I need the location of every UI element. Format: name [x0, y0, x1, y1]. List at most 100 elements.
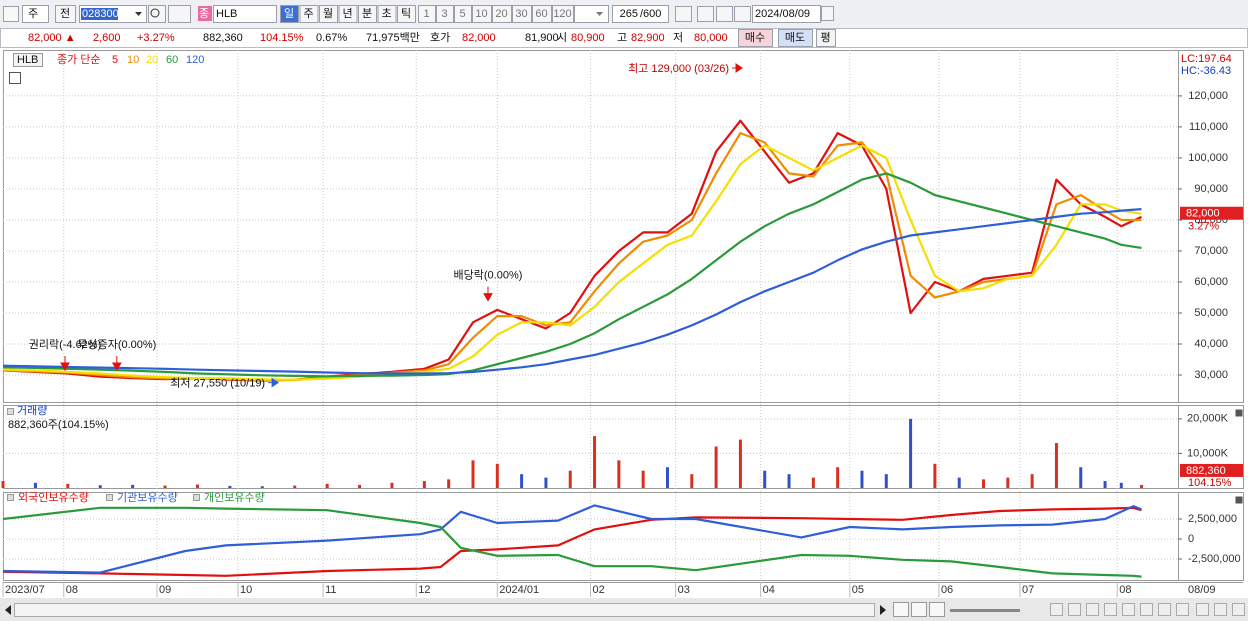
name-input[interactable] [213, 5, 277, 23]
interval-button[interactable] [472, 5, 492, 23]
tool-button[interactable] [1158, 603, 1171, 616]
prev-button[interactable] [55, 5, 76, 23]
legend-title: 종가 단순 [57, 53, 101, 66]
tool-icon[interactable] [716, 6, 733, 22]
interval-button[interactable] [512, 5, 532, 23]
legend-entry[interactable]: 20 [146, 54, 158, 66]
interval-label[interactable]: 60 [535, 8, 547, 20]
window-icon[interactable] [3, 6, 19, 22]
volume-bar [690, 474, 694, 488]
interval-button[interactable] [552, 5, 574, 23]
legend-entry[interactable]: 개인보유수량 [204, 491, 265, 504]
period-label[interactable]: 틱 [401, 7, 411, 20]
volume-bar [982, 479, 986, 488]
code-selection [81, 8, 118, 20]
volume-bar [390, 482, 394, 488]
volume-bar [98, 485, 102, 488]
period-label[interactable]: 일 [284, 6, 294, 20]
pane-close[interactable] [1235, 409, 1243, 417]
market: 주 [28, 8, 38, 20]
period-tab[interactable] [280, 5, 299, 23]
volume-bar [836, 467, 840, 488]
period-label[interactable]: 주 [303, 8, 313, 20]
zoom-track[interactable] [950, 609, 1020, 612]
tool-button[interactable] [1086, 603, 1099, 616]
interval-button[interactable] [436, 5, 454, 23]
volume-bar [884, 474, 888, 488]
legend-entry[interactable]: 120 [186, 54, 204, 66]
volume-bar [568, 470, 572, 488]
interval-label[interactable]: 1 [423, 8, 429, 20]
tool-button[interactable] [1140, 603, 1153, 616]
buy-button[interactable] [738, 29, 773, 47]
period-tab[interactable] [319, 5, 338, 23]
period-tab[interactable] [299, 5, 319, 23]
legend-entry[interactable]: 10 [127, 54, 139, 66]
period-label[interactable]: 년 [342, 7, 352, 20]
interval-label[interactable]: 5 [459, 8, 465, 20]
interval-select[interactable] [574, 5, 609, 23]
legend-entry[interactable]: 60 [166, 54, 178, 66]
legend-entry[interactable]: 5 [112, 54, 118, 66]
scroll-right[interactable] [880, 605, 886, 615]
sell-label[interactable]: 매도 [785, 31, 805, 44]
scroll-left[interactable] [5, 605, 11, 615]
tool-button[interactable] [1176, 603, 1189, 616]
volume-bar [860, 470, 864, 488]
tool-icon[interactable] [697, 6, 714, 22]
eval-button[interactable] [816, 29, 836, 47]
period-tab[interactable] [358, 5, 377, 23]
interval-label[interactable]: 10 [475, 8, 487, 20]
count-input[interactable] [612, 5, 669, 23]
tool-button[interactable] [1068, 603, 1081, 616]
tool-icon[interactable] [734, 6, 751, 22]
date-input[interactable] [752, 5, 821, 23]
sound-button[interactable] [168, 5, 191, 23]
eval-label[interactable]: 평 [820, 31, 830, 44]
prev[interactable]: 전 [60, 7, 70, 20]
y-tick-label: 0 [1188, 533, 1194, 545]
period-tab[interactable] [377, 5, 397, 23]
legend-entry[interactable]: 기관보유수량 [117, 491, 178, 504]
market-select[interactable] [22, 5, 49, 23]
interval-label[interactable]: 20 [495, 8, 507, 20]
scroll-track[interactable] [14, 603, 875, 617]
period-label[interactable]: 초 [381, 7, 391, 20]
tool-button[interactable] [1104, 603, 1117, 616]
interval-label[interactable]: 3 [441, 8, 447, 20]
period-label[interactable]: 월 [323, 7, 333, 20]
volume-bar [1, 481, 5, 488]
search-icon [150, 8, 160, 18]
period-tab[interactable] [397, 5, 416, 23]
interval-button[interactable] [454, 5, 472, 23]
interval-button[interactable] [492, 5, 512, 23]
volume-bar [1079, 467, 1083, 488]
nav-button[interactable] [893, 602, 909, 617]
interval-button[interactable] [532, 5, 552, 23]
buy-label[interactable]: 매수 [745, 31, 765, 44]
interval-label[interactable]: 30 [515, 8, 527, 20]
interval-label[interactable]: 120 [553, 8, 571, 20]
pane-close[interactable] [1235, 496, 1243, 504]
legend-entry[interactable]: 외국인보유수량 [18, 491, 89, 504]
tool-icon[interactable] [675, 6, 692, 22]
interval-button[interactable] [418, 5, 436, 23]
nav-button[interactable] [911, 602, 927, 617]
sell-button[interactable] [778, 29, 813, 47]
annotation-arrow [111, 356, 122, 372]
nav-button[interactable] [929, 602, 945, 617]
quote-bid-label: 호가 [430, 31, 450, 44]
y-tick-label: 10,000K [1187, 447, 1229, 459]
type-badge: 종 [199, 8, 209, 20]
tool-button[interactable] [1050, 603, 1063, 616]
period-tab[interactable] [338, 5, 358, 23]
period-label[interactable]: 분 [362, 8, 372, 20]
series-line [2, 504, 1142, 574]
y-tick-label: -2,500,000 [1188, 553, 1241, 565]
tool-button[interactable] [1232, 603, 1245, 616]
tool-button[interactable] [1122, 603, 1135, 616]
tool-button[interactable] [1196, 603, 1209, 616]
calendar-icon[interactable] [821, 6, 834, 21]
y-tick-label: 40,000 [1194, 338, 1228, 350]
tool-button[interactable] [1214, 603, 1227, 616]
